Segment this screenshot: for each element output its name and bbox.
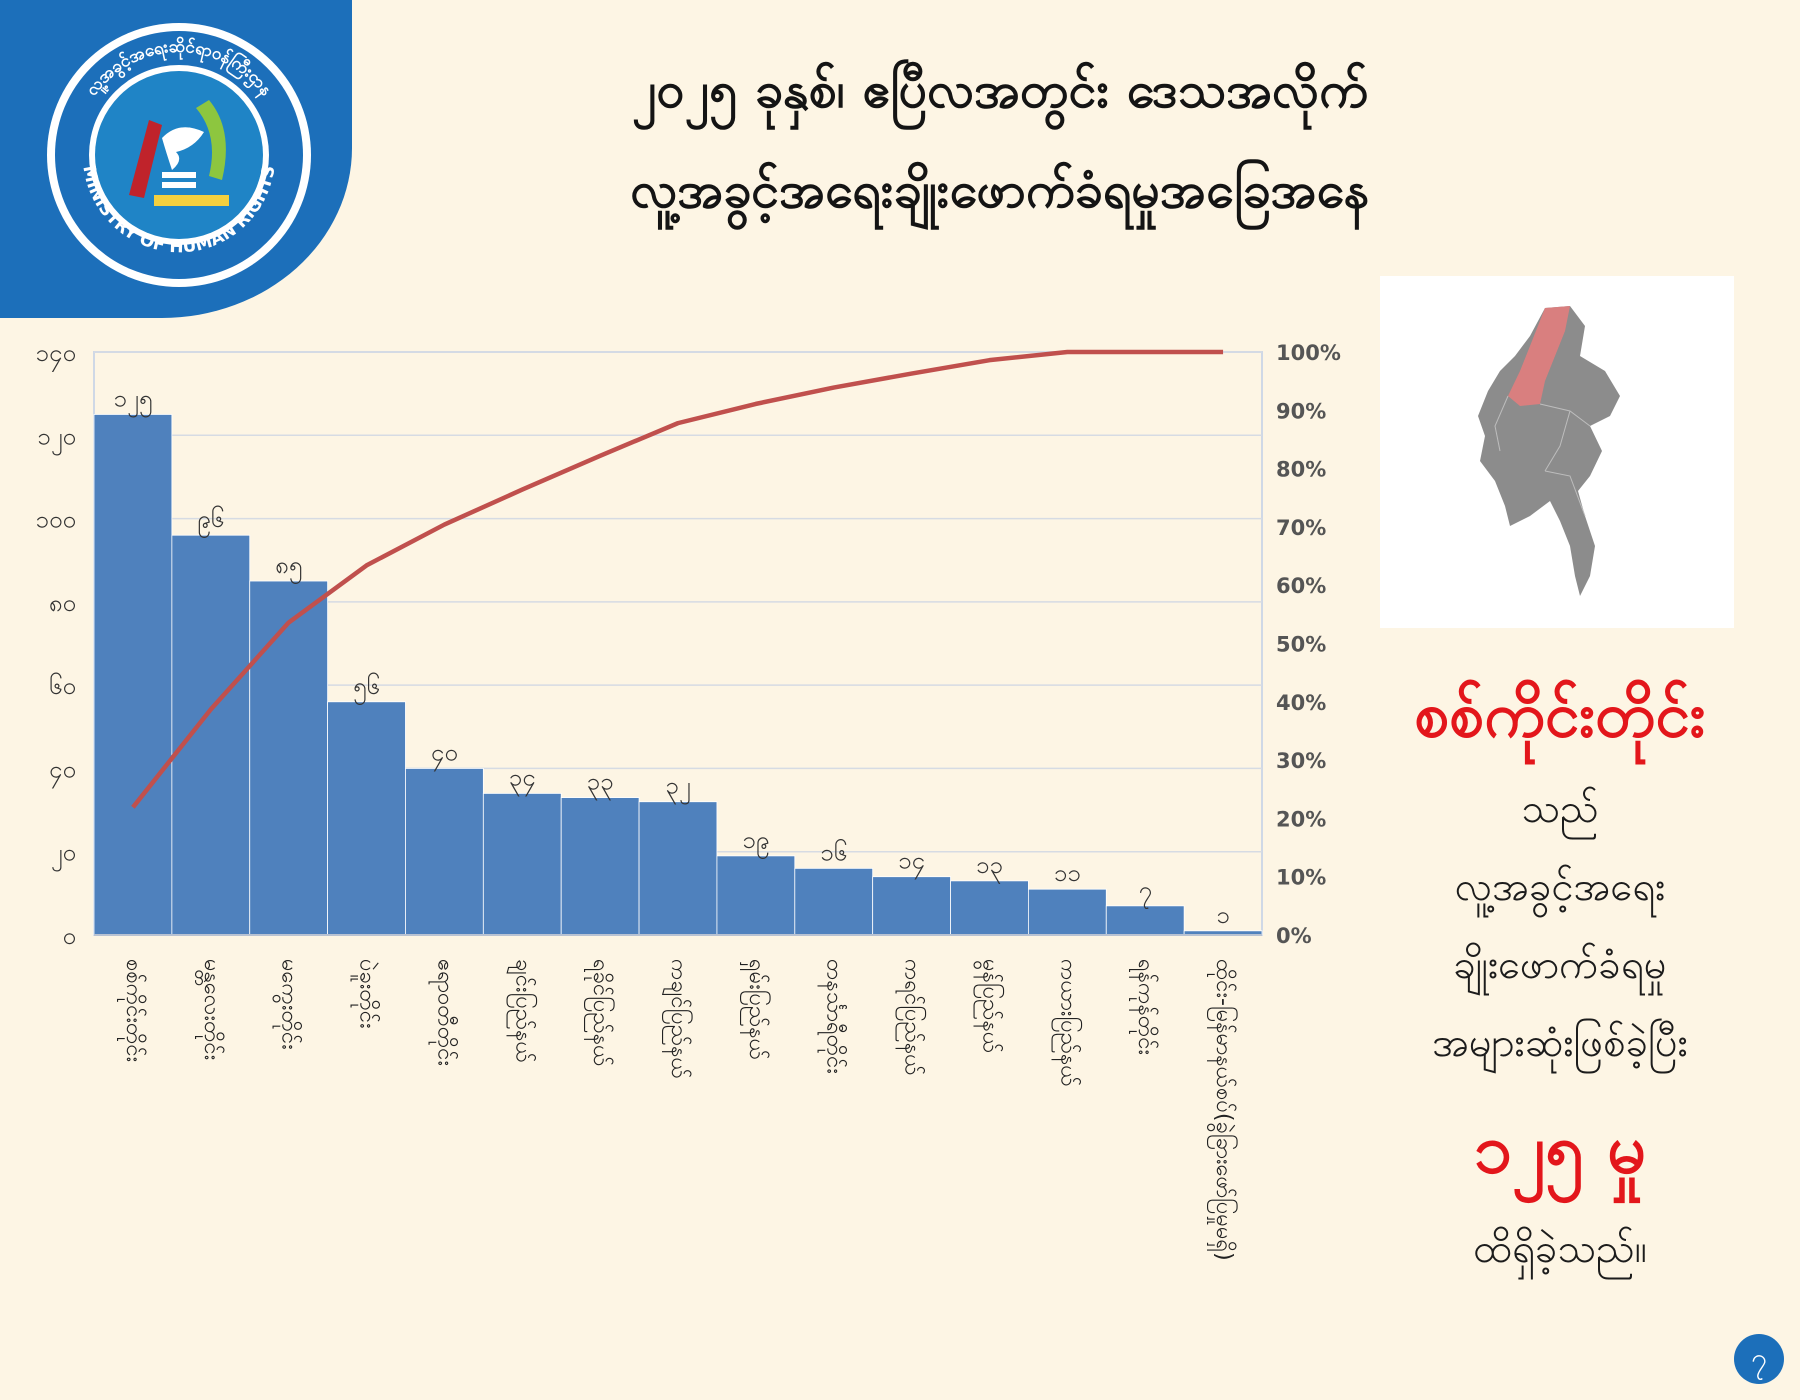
y2-tick-label: 90% xyxy=(1276,399,1326,423)
y-tick-label: ၆၀ xyxy=(49,671,76,700)
category-label: ကရင်ပြည်နယ် xyxy=(896,959,927,1076)
y-tick-label: ၁၂၀ xyxy=(37,422,76,455)
bar-value-label: ၃၂ xyxy=(665,772,690,805)
bar xyxy=(1028,888,1107,936)
summary-line-3: ချိုးဖောက်ခံရမှု xyxy=(1453,942,1667,988)
y-tick-label: ၁၀၀ xyxy=(36,506,77,534)
bar-value-label: ၃၃ xyxy=(587,768,614,801)
y2-tick-label: 70% xyxy=(1276,516,1326,540)
pareto-chart: ၀၂၀၄၀၆၀၈၀၁၀၀၁၂၀၁၄၀0%10%20%30%40%50%60%70… xyxy=(36,339,1341,1261)
category-label: တနင်္သာရီတိုင်း xyxy=(818,959,848,1074)
title-line-1: ၂၀၂၅ ခုနှစ်၊ ဧပြီလအတွင်း ဒေသအလိုက် xyxy=(632,61,1368,119)
highlight-count: ၁၂၅ မှု xyxy=(1473,1110,1647,1189)
category-label: ရှမ်းပြည်နယ် xyxy=(739,959,771,1060)
highlight-region: စစ်ကိုင်းတိုင်း xyxy=(1414,678,1706,751)
y-tick-label: ၁၄၀ xyxy=(36,339,77,372)
bar-value-label: ၁၁ xyxy=(1054,859,1081,887)
bar xyxy=(716,855,796,936)
y2-tick-label: 0% xyxy=(1276,924,1312,948)
summary-line-4: အများဆုံးဖြစ်ခဲ့ပြီး xyxy=(1432,1020,1688,1066)
bar xyxy=(560,797,640,936)
bar-value-label: ၁၃ xyxy=(976,851,1003,884)
map-base-shape xyxy=(1478,306,1620,596)
y2-tick-label: 100% xyxy=(1276,341,1341,365)
bar-value-label: ၅၆ xyxy=(353,671,380,705)
category-label: ဧရာဝတီတိုင်း xyxy=(428,959,458,1066)
region-map xyxy=(1380,276,1734,628)
myanmar-map-icon xyxy=(1478,306,1620,596)
summary-line-5: ထိရှိခဲ့သည်။ xyxy=(1473,1226,1647,1272)
category-label: ကယားပြည်နယ် xyxy=(1051,959,1082,1087)
bar xyxy=(872,876,951,936)
bar xyxy=(1105,905,1185,936)
bar xyxy=(638,801,718,936)
category-label: စစ်ကိုင်းတိုင်း xyxy=(117,959,147,1062)
summary-panel: စစ်ကိုင်းတိုင်း သည် လူ့အခွင့်အရေး ချိုးဖ… xyxy=(1340,670,1780,1288)
bar-value-label: ၈၅ xyxy=(275,551,302,584)
bar xyxy=(249,580,329,936)
y-tick-label: ၄၀ xyxy=(49,755,76,788)
bar xyxy=(405,768,484,936)
y-tick-label: ၂၀ xyxy=(51,839,76,872)
bar-value-label: ၁၉ xyxy=(742,826,769,859)
title-line-2: လူ့အခွင့်အရေးချိုးဖောက်ခံရမှုအခြေအနေ xyxy=(630,161,1370,219)
y-tick-label: ၀ xyxy=(63,922,77,950)
bar xyxy=(171,534,251,936)
bar-value-label: ၁၆ xyxy=(820,837,847,866)
dove-hands-emblem-icon xyxy=(129,100,229,206)
y2-tick-label: 80% xyxy=(1276,458,1326,482)
page-title: ၂၀၂၅ ခုနှစ်၊ ဧပြီလအတွင်း ဒေသအလိုက် လူ့အခ… xyxy=(420,40,1580,240)
y-tick-label: ၈၀ xyxy=(49,589,76,617)
bar-value-label: ၇ xyxy=(1138,876,1152,909)
bar-value-label: ၁၄ xyxy=(898,847,925,880)
bar xyxy=(327,701,406,936)
category-label: မွန်ပြည်နယ် xyxy=(972,959,1004,1053)
bar-value-label: ၄၀ xyxy=(431,738,458,771)
y2-tick-label: 30% xyxy=(1276,749,1326,773)
bar xyxy=(93,414,173,936)
bar-value-label: ၉၆ xyxy=(197,504,224,538)
ministry-logo: လူ့အခွင့်အရေးဆိုင်ရာဝန်ကြီးဌာန MINISTRY … xyxy=(47,23,311,287)
category-label: ထိုင်း-မြန်မာနယ်စပ်(ခွဲခြားဖော်ပြမှုမရှိ… xyxy=(1206,959,1238,1261)
category-label: ကချင်ပြည်နယ် xyxy=(662,959,693,1079)
map-borders xyxy=(1494,395,1591,517)
summary-line-2: လူ့အခွင့်အရေး xyxy=(1454,864,1666,910)
map-highlight-sagaing xyxy=(1508,306,1570,406)
bar xyxy=(794,867,874,936)
category-label: ပဲခူးတိုင်း xyxy=(351,959,381,1029)
y2-tick-label: 50% xyxy=(1276,633,1326,657)
bar-value-label: ၁၂၅ xyxy=(114,384,153,417)
y2-tick-label: 20% xyxy=(1276,807,1326,831)
category-label: ရခိုင်ပြည်နယ် xyxy=(584,959,615,1066)
bar-value-label: ၁ xyxy=(1216,901,1230,929)
page-number-badge: ၇ xyxy=(1734,1334,1784,1384)
y2-tick-label: 60% xyxy=(1276,574,1326,598)
bar xyxy=(482,793,562,936)
bar xyxy=(950,880,1029,936)
bar-value-label: ၃၄ xyxy=(509,763,536,796)
category-label: ရန်ကုန်တိုင်း xyxy=(1129,959,1159,1055)
y2-tick-label: 10% xyxy=(1276,866,1326,890)
cumulative-percent-line xyxy=(131,349,1224,809)
summary-line-1: သည် xyxy=(1521,786,1599,832)
category-label: မန္တလေးတိုင်း xyxy=(195,959,225,1060)
y2-tick-label: 40% xyxy=(1276,691,1326,715)
category-label: ချင်းပြည်နယ် xyxy=(506,959,537,1063)
category-label: မကွေးတိုင်း xyxy=(272,959,303,1050)
